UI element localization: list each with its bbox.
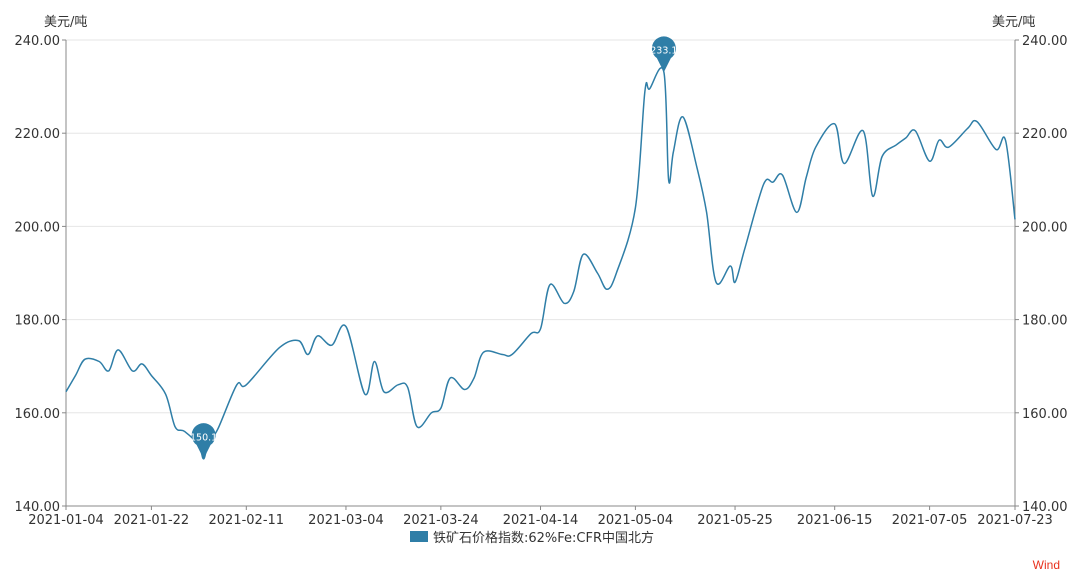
x-tick-label: 2021-05-04 — [598, 513, 674, 528]
x-tick-labels: 2021-01-04 2021-01-22 2021-02-11 2021-03-04… — [28, 506, 1053, 528]
x-tick-label: 2021-07-05 — [892, 513, 968, 528]
y-tick-label: 140.00 — [1022, 500, 1068, 515]
y-tick-label: 200.00 — [15, 220, 61, 235]
x-tick-label: 2021-01-22 — [114, 513, 190, 528]
legend-swatch — [410, 531, 428, 542]
y-tick-label: 180.00 — [1022, 314, 1068, 329]
series-line — [65, 67, 1016, 460]
y-tick-label: 240.00 — [1022, 34, 1068, 49]
annotation-pin: 150.1 — [190, 423, 217, 459]
right-y-unit: 美元/吨 — [992, 15, 1035, 30]
annotation-pins: 233.1 150.1 — [190, 36, 677, 459]
x-tick-label: 2021-06-15 — [797, 513, 873, 528]
y-tick-label: 160.00 — [1022, 407, 1068, 422]
pin-label: 150.1 — [190, 432, 217, 443]
legend-label: 铁矿石价格指数:62%Fe:CFR中国北方 — [433, 531, 655, 546]
y-tick-label: 200.00 — [1022, 220, 1068, 235]
y-tick-label: 220.00 — [1022, 127, 1068, 142]
grid-lines — [66, 39, 1015, 414]
x-tick-label: 2021-01-04 — [28, 513, 104, 528]
x-tick-label: 2021-07-23 — [977, 513, 1053, 528]
y-tick-label: 180.00 — [15, 314, 61, 329]
pin-marker — [191, 423, 216, 459]
y-tick-label: 140.00 — [15, 500, 61, 515]
legend[interactable]: 铁矿石价格指数:62%Fe:CFR中国北方 — [410, 527, 654, 546]
right-y-tick-labels: 140.00 160.00 180.00 200.00 220.00 240.00 — [1015, 34, 1068, 515]
x-tick-label: 2021-02-11 — [209, 513, 285, 528]
x-tick-label: 2021-03-04 — [308, 513, 384, 528]
pin-label: 233.1 — [650, 46, 677, 57]
left-y-unit: 美元/吨 — [44, 15, 87, 30]
annotation-pin: 233.1 — [650, 36, 677, 73]
x-tick-label: 2021-03-24 — [403, 513, 479, 528]
y-tick-label: 240.00 — [15, 34, 61, 49]
x-tick-label: 2021-05-25 — [697, 513, 773, 528]
x-tick-label: 2021-04-14 — [503, 513, 579, 528]
left-y-tick-labels: 140.00 160.00 180.00 200.00 220.00 240.00 — [15, 34, 66, 515]
y-tick-label: 220.00 — [15, 127, 61, 142]
y-tick-label: 160.00 — [15, 407, 61, 422]
wind-watermark: Wind — [1032, 558, 1060, 572]
pin-marker — [651, 36, 676, 73]
